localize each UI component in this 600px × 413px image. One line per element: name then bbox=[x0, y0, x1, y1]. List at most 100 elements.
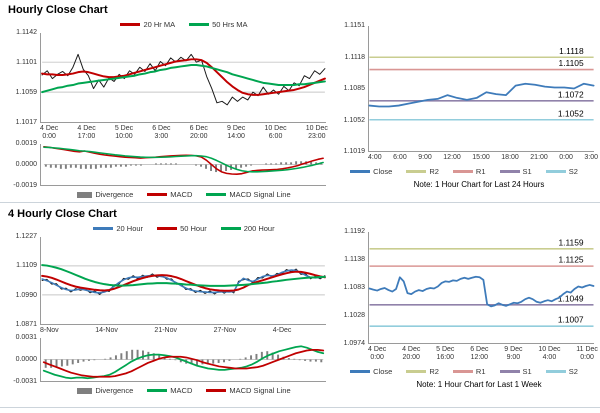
hourly-levels-panel: 1.1151 1.1118 1.1085 1.1052 1.1019 1.1118 1.1… bbox=[330, 0, 598, 189]
hourly-main-y-axis: 1.1142 1.1101 1.1059 1.1017 bbox=[4, 29, 40, 127]
legend-item: 50 Hour bbox=[157, 224, 207, 233]
legend-item: R2 bbox=[406, 167, 439, 176]
axis-tick-label: 0.0000 bbox=[15, 161, 37, 168]
axis-tick-label: 1.1109 bbox=[16, 262, 37, 270]
axis-tick-label: 9:00 bbox=[418, 154, 432, 161]
axis-tick-label: 1.1019 bbox=[343, 148, 365, 155]
axis-tick-label: 21:00 bbox=[530, 154, 548, 161]
four-hourly-main-chart: 1.1227 1.1109 1.0990 1.0871 bbox=[4, 233, 328, 328]
legend-label: S2 bbox=[568, 167, 578, 176]
axis-tick-label: 1.1052 bbox=[343, 116, 365, 124]
hourly-macd-legend: Divergence MACD MACD Signal Line bbox=[4, 188, 328, 201]
legend-item: MACD bbox=[147, 190, 192, 199]
legend-label: R2 bbox=[429, 367, 439, 376]
axis-tick-label: 1.1017 bbox=[15, 119, 37, 126]
axis-tick-label: 0.0000 bbox=[15, 356, 37, 363]
hourly-levels-x-axis: 4:00 6:00 9:00 12:00 15:00 18:00 21:00 0:00 3:00 bbox=[330, 154, 598, 162]
svg-text:1.1105: 1.1105 bbox=[559, 58, 584, 68]
hourly-main-plot bbox=[40, 33, 326, 123]
legend-label: Divergence bbox=[95, 386, 134, 395]
hourly-chart-title: Hourly Close Chart bbox=[8, 4, 108, 16]
hourly-macd-plot bbox=[40, 144, 326, 186]
legend-swatch-icon bbox=[350, 170, 371, 173]
axis-tick-label: 1.1227 bbox=[15, 233, 37, 240]
svg-text:1.1159: 1.1159 bbox=[558, 237, 583, 247]
axis-tick-label: 1.1118 bbox=[344, 53, 365, 61]
axis-tick-label: 1.0974 bbox=[343, 340, 365, 347]
axis-tick-label: 14-Nov bbox=[95, 327, 118, 334]
legend-item: MACD bbox=[147, 386, 192, 395]
four-hourly-ma-legend: 20 Hour 50 Hour 200 Hour bbox=[4, 222, 328, 235]
legend-label: Divergence bbox=[95, 190, 134, 199]
legend-swatch-icon bbox=[147, 389, 168, 392]
legend-swatch-icon bbox=[406, 370, 427, 373]
hourly-section: Hourly Close Chart 20 Hr MA 50 Hrs MA 1.1… bbox=[0, 0, 600, 203]
axis-tick-label: 0.0019 bbox=[15, 140, 37, 147]
legend-item: 20 Hr MA bbox=[120, 20, 175, 29]
weekly-levels-panel: 1.1192 1.1138 1.1083 1.1028 1.0974 1.1159 1.1… bbox=[330, 204, 598, 389]
legend-swatch-icon bbox=[189, 23, 210, 26]
axis-tick-label: 6:00 bbox=[393, 154, 407, 161]
legend-swatch-icon bbox=[120, 23, 141, 26]
axis-tick-label: 4 Dec 17:00 bbox=[77, 125, 96, 140]
legend-label: S1 bbox=[522, 367, 532, 376]
legend-label: R2 bbox=[429, 167, 439, 176]
legend-swatch-icon bbox=[77, 387, 93, 394]
four-hourly-main-plot bbox=[40, 237, 326, 325]
axis-tick-label: 6 Dec 3:00 bbox=[152, 125, 171, 140]
svg-text:1.1052: 1.1052 bbox=[558, 108, 584, 118]
legend-label: 50 Hour bbox=[180, 224, 207, 233]
legend-swatch-icon bbox=[206, 193, 227, 196]
axis-tick-label: 9 Dec 9:00 bbox=[504, 346, 523, 361]
axis-tick-label: 9 Dec 14:00 bbox=[227, 125, 246, 140]
weekly-levels-chart: 1.1192 1.1138 1.1083 1.1028 1.0974 1.1159 1.1… bbox=[330, 228, 598, 347]
legend-label: S1 bbox=[522, 167, 532, 176]
legend-swatch-icon bbox=[452, 370, 473, 373]
axis-tick-label: 1.1059 bbox=[15, 89, 37, 96]
legend-swatch-icon bbox=[350, 370, 371, 373]
weekly-levels-x-axis: 4 Dec 0:00 4 Dec 20:00 5 Dec 16:00 6 Dec 12… bbox=[330, 346, 598, 362]
axis-tick-label: 1.0990 bbox=[15, 291, 37, 299]
four-hourly-macd-y-axis: 0.0031 0.0000 -0.0031 bbox=[4, 334, 40, 386]
svg-text:1.1049: 1.1049 bbox=[558, 293, 584, 303]
hourly-macd-chart: 0.0019 0.0000 -0.0019 bbox=[4, 140, 328, 189]
svg-text:1.1118: 1.1118 bbox=[559, 46, 584, 56]
four-hourly-close-panel: 4 Hourly Close Chart 20 Hour 50 Hour 200 H… bbox=[4, 204, 328, 397]
axis-tick-label: 5 Dec 10:00 bbox=[114, 125, 134, 140]
svg-text:1.1125: 1.1125 bbox=[558, 255, 583, 265]
axis-tick-label: 1.1085 bbox=[343, 85, 365, 92]
hourly-levels-plot: 1.1118 1.1105 1.1072 1.1052 bbox=[368, 26, 595, 152]
legend-item: 200 Hour bbox=[220, 224, 275, 233]
legend-item: Close bbox=[350, 167, 392, 176]
four-hourly-main-x-axis: 8-Nov 14-Nov 21-Nov 27-Nov 4-Dec bbox=[4, 327, 328, 335]
legend-swatch-icon bbox=[147, 193, 168, 196]
axis-tick-label: 6 Dec 12:00 bbox=[470, 346, 489, 361]
axis-tick-label: 12:00 bbox=[443, 154, 461, 161]
hourly-levels-note: Note: 1 Hour Chart for Last 24 Hours bbox=[413, 180, 545, 189]
axis-tick-label: 1.1083 bbox=[343, 284, 365, 291]
legend-item: S2 bbox=[545, 367, 578, 376]
legend-swatch-icon bbox=[545, 370, 566, 373]
axis-tick-label: 6 Dec 20:00 bbox=[189, 125, 208, 140]
legend-swatch-icon bbox=[406, 170, 427, 173]
legend-label: MACD Signal Line bbox=[229, 190, 291, 199]
legend-label: R1 bbox=[475, 167, 486, 176]
hourly-main-x-axis: 4 Dec 0:00 4 Dec 17:00 5 Dec 10:00 6 Dec 3:… bbox=[4, 125, 328, 141]
axis-tick-label: 4 Dec 0:00 bbox=[40, 125, 59, 140]
four-hourly-chart-title: 4 Hourly Close Chart bbox=[8, 208, 117, 220]
axis-tick-label: 1.1151 bbox=[344, 22, 365, 29]
axis-tick-label: 10 Dec 6:00 bbox=[264, 125, 287, 140]
axis-tick-label: 1.1192 bbox=[344, 228, 365, 235]
legend-swatch-icon bbox=[452, 170, 473, 173]
hourly-macd-y-axis: 0.0019 0.0000 -0.0019 bbox=[4, 140, 40, 190]
hourly-ma-legend: 20 Hr MA 50 Hrs MA bbox=[4, 18, 328, 31]
svg-text:1.1007: 1.1007 bbox=[558, 315, 584, 325]
legend-label: S2 bbox=[568, 367, 578, 376]
axis-tick-label: 27-Nov bbox=[213, 327, 237, 334]
legend-label: Close bbox=[373, 167, 393, 176]
legend-item: Close bbox=[350, 367, 392, 376]
axis-tick-label: 0.0031 bbox=[15, 334, 37, 341]
axis-tick-label: 1.1028 bbox=[343, 312, 365, 319]
legend-item: S2 bbox=[545, 167, 578, 176]
legend-label: R1 bbox=[475, 367, 486, 376]
